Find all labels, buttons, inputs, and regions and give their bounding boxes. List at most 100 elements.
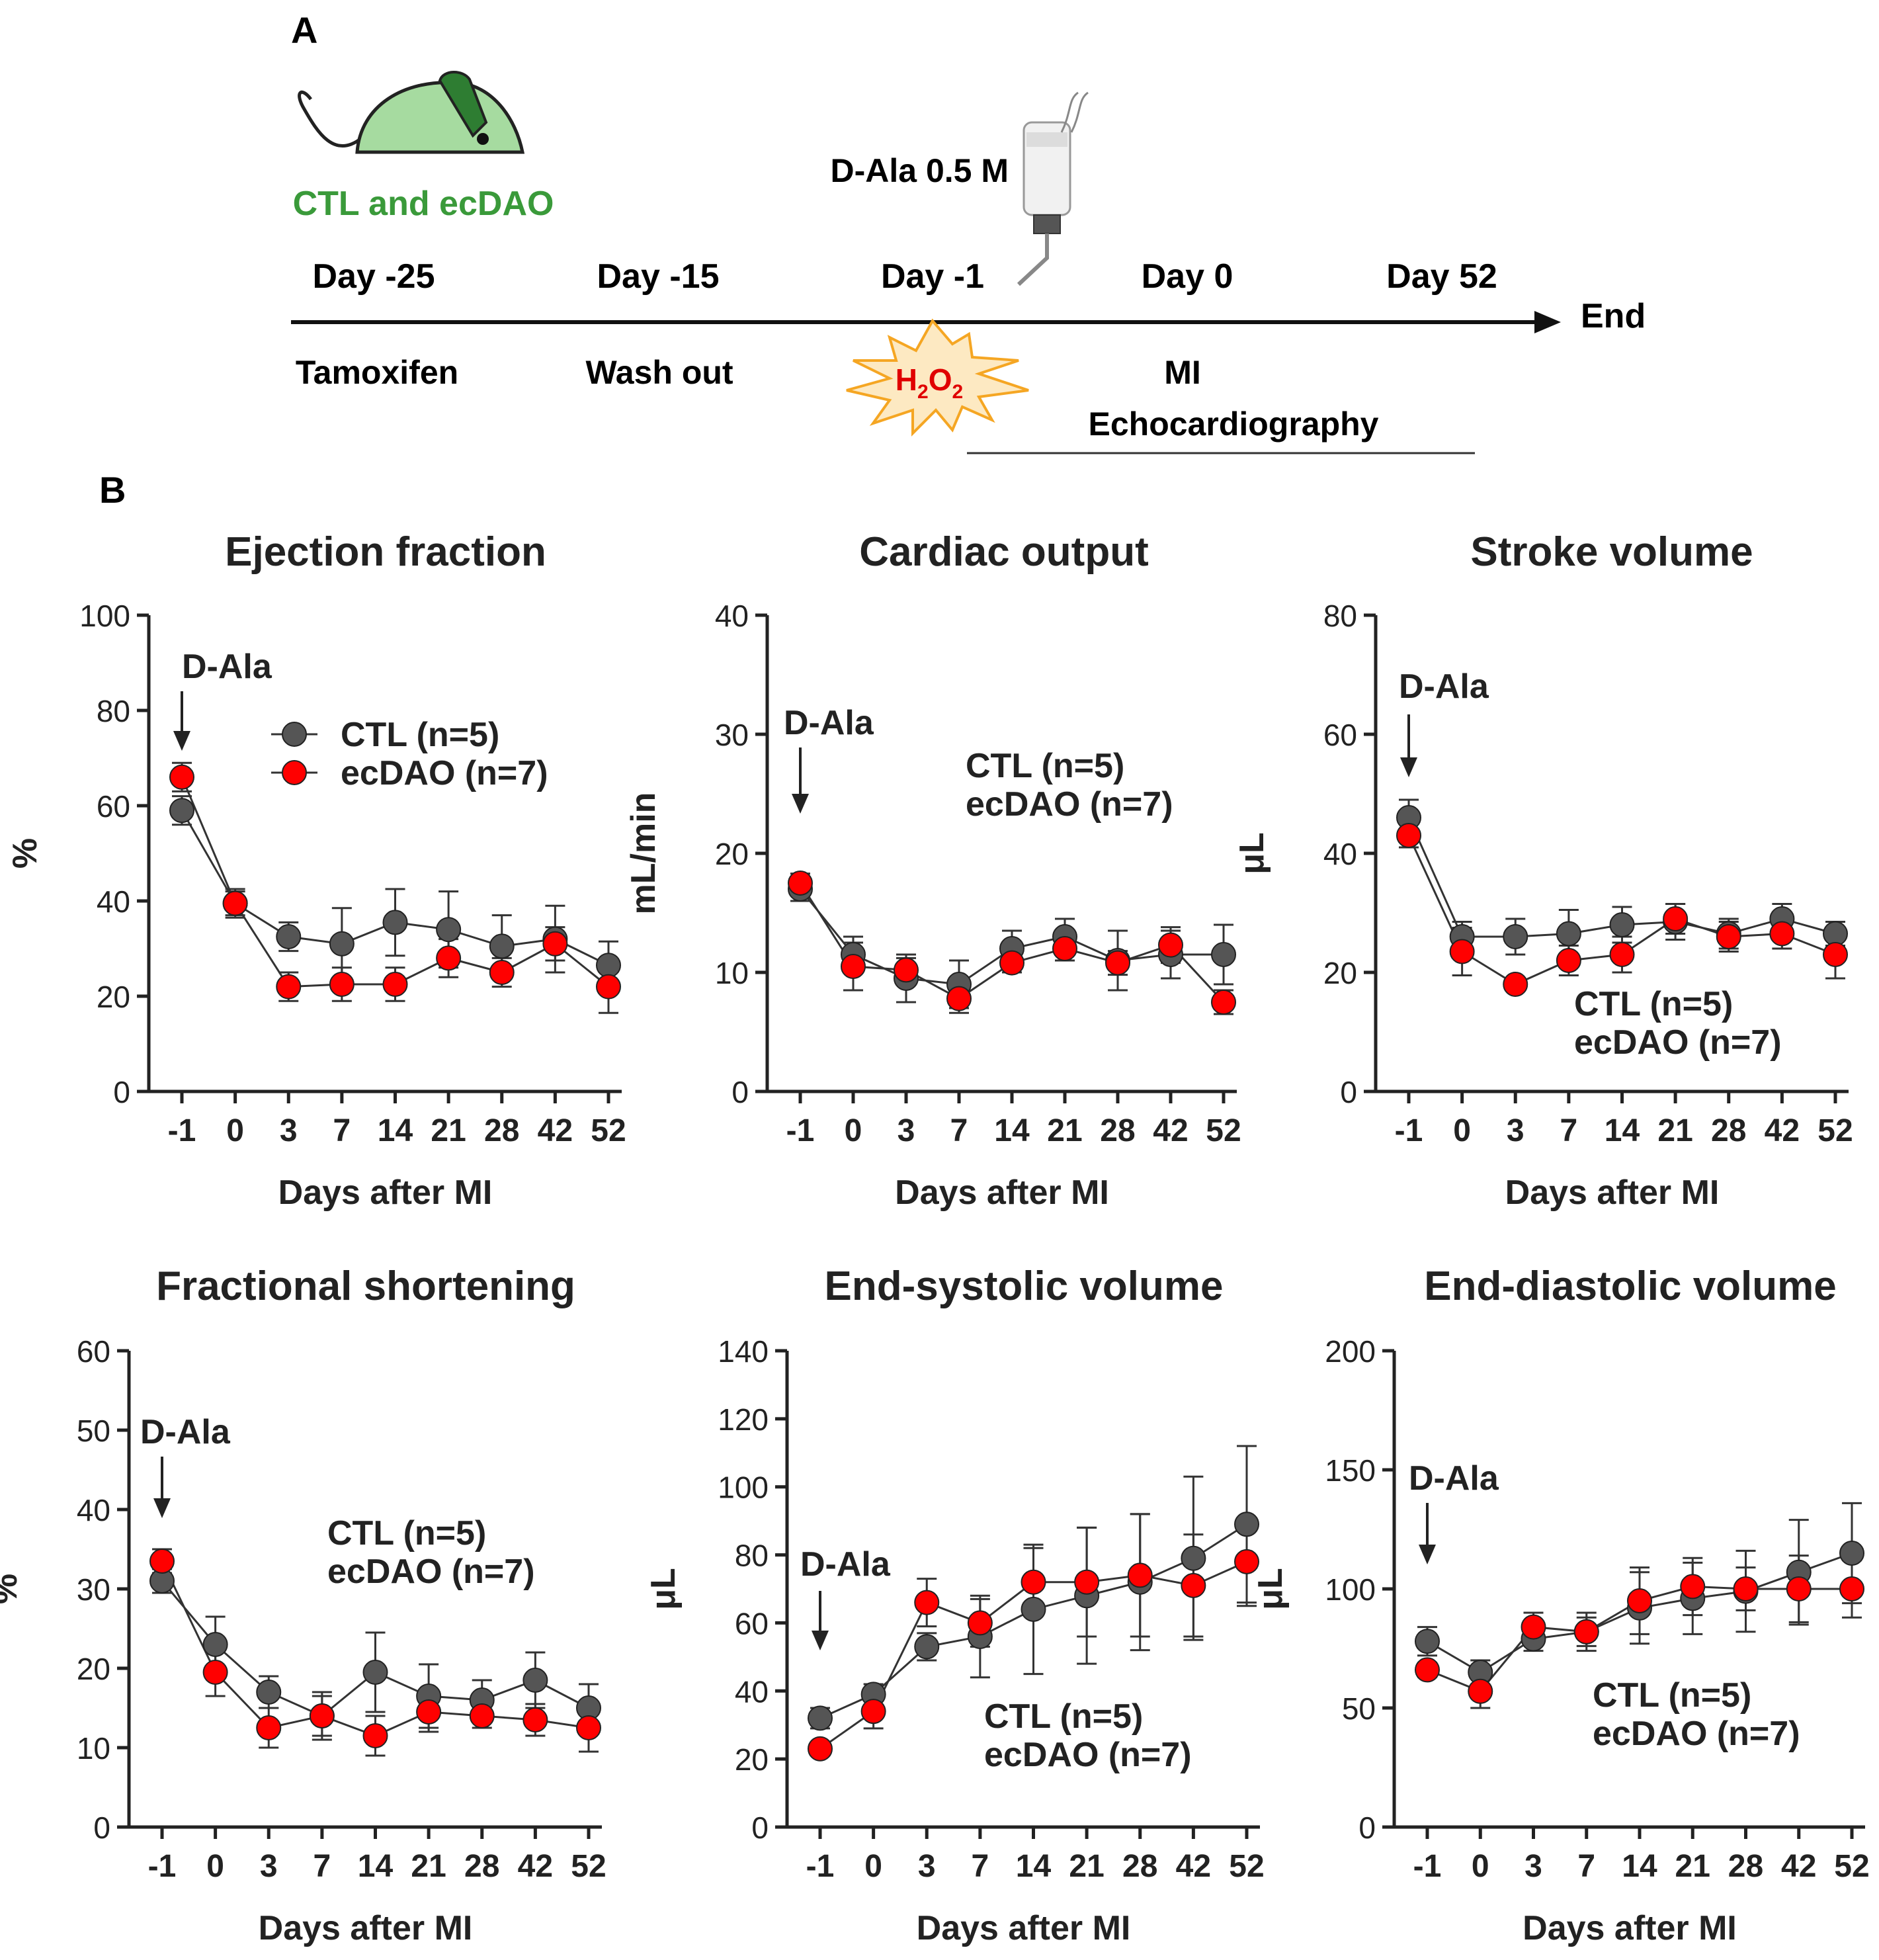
ecdao-point	[576, 1715, 601, 1740]
y-tick-label: 0	[93, 1811, 110, 1845]
ecdao-point	[222, 890, 248, 916]
water-bottle-icon	[1017, 91, 1089, 286]
ctl-point	[329, 931, 355, 957]
legend-label: CTL (n=5)	[966, 747, 1124, 785]
y-tick-label: 20	[1323, 956, 1357, 990]
ecdao-point	[788, 871, 813, 896]
ecdao-point	[1449, 939, 1475, 964]
y-axis-label: mL/min	[624, 792, 663, 915]
ecdao-point	[914, 1590, 940, 1615]
y-tick-label: 40	[715, 599, 749, 633]
event-label: Wash out	[585, 354, 733, 391]
ctl-point	[1556, 921, 1581, 947]
timeline-arrowhead	[1534, 311, 1561, 333]
x-tick-label: 7	[950, 1113, 968, 1148]
y-tick-label: 0	[731, 1075, 749, 1109]
y-tick-label: 40	[1323, 837, 1357, 871]
x-tick-label: 42	[518, 1849, 553, 1884]
d-ala-annotation: D-Ala	[140, 1413, 231, 1451]
x-tick-label: 28	[1100, 1113, 1135, 1148]
ctl-point	[382, 910, 408, 935]
ctl-point	[1839, 1541, 1864, 1566]
ctl-point	[914, 1634, 940, 1660]
x-tick-label: 14	[378, 1113, 413, 1148]
x-tick-label: 0	[845, 1113, 862, 1148]
legend-label: CTL (n=5)	[327, 1514, 486, 1553]
x-tick-label: 52	[1229, 1849, 1264, 1884]
y-tick-label: 100	[718, 1470, 769, 1505]
y-tick-label: 20	[77, 1652, 110, 1686]
mouse-eye	[477, 133, 489, 145]
d-ala-annotation: D-Ala	[182, 648, 272, 686]
h2o2-label: H2O2	[896, 362, 963, 403]
ecdao-point	[169, 764, 194, 790]
y-tick-label: 80	[735, 1539, 769, 1573]
ecdao-point	[1105, 950, 1130, 976]
ecdao-point	[1609, 942, 1635, 967]
chart-ejection-fraction: Ejection fraction 0 20 40 60 80 100% -1 0 3 7 14 21 2…	[6, 529, 626, 1212]
ecdao-point	[1396, 823, 1421, 848]
chart-stroke-volume: Stroke volume 0 20 40 60 80 μL -1 0 3 7 14 21 28 42 52 D…	[1233, 529, 1853, 1212]
x-tick-label: 42	[538, 1113, 573, 1148]
event-label: MI	[1164, 354, 1201, 391]
ctl-point	[256, 1680, 282, 1705]
x-tick-label: 3	[1524, 1849, 1542, 1884]
legend-label: CTL (n=5)	[1593, 1676, 1751, 1715]
ctl-point	[596, 953, 621, 978]
panel-a: A CTL and ecDAO D-Ala 0.5 M Day -25 Day …	[291, 9, 1646, 454]
x-tick-label: 0	[1453, 1113, 1471, 1148]
ecdao-point	[1521, 1614, 1546, 1640]
ecdao-point	[1627, 1588, 1652, 1613]
ecdao-point	[1415, 1657, 1440, 1683]
y-tick-label: 60	[1323, 718, 1357, 752]
d-ala-arrowhead	[1400, 757, 1417, 777]
ecdao-point	[1680, 1574, 1706, 1599]
y-tick-label: 10	[77, 1731, 110, 1766]
ecdao-point	[1733, 1576, 1759, 1601]
x-tick-label: 3	[1507, 1113, 1524, 1148]
ecdao-point	[329, 972, 355, 997]
ecdao-point	[149, 1549, 175, 1574]
ctl-point	[362, 1660, 388, 1685]
ecdao-point	[1556, 948, 1581, 973]
y-axis-label: %	[6, 838, 44, 869]
x-tick-label: 21	[411, 1849, 446, 1884]
y-tick-label: 20	[735, 1742, 769, 1777]
x-axis-label: Days after MI	[1523, 1909, 1737, 1947]
x-tick-label: 52	[1206, 1113, 1241, 1148]
ecdao-point	[489, 960, 515, 985]
mouse-tail	[298, 90, 362, 148]
legend-label: ecDAO (n=7)	[341, 754, 548, 792]
day-label: Day -1	[881, 257, 984, 296]
ctl-point	[436, 917, 462, 943]
y-tick-label: 80	[1323, 599, 1357, 633]
y-axis-label: μL	[644, 1568, 683, 1610]
legend-marker	[282, 722, 307, 747]
ecdao-point	[860, 1699, 886, 1725]
y-tick-label: 40	[735, 1674, 769, 1709]
chart-title: Fractional shortening	[156, 1263, 575, 1309]
ecdao-point	[1158, 932, 1183, 958]
y-tick-label: 30	[77, 1572, 110, 1607]
legend-label: CTL (n=5)	[984, 1697, 1143, 1736]
ecdao-point	[946, 986, 972, 1011]
day-label: Day -15	[597, 257, 720, 296]
y-tick-label: 60	[97, 789, 130, 824]
day-label: Day 0	[1142, 257, 1233, 296]
ecdao-point	[1823, 942, 1848, 967]
chart-title: Cardiac output	[859, 529, 1148, 575]
ctl-point	[1415, 1629, 1440, 1654]
x-tick-label: 28	[484, 1113, 519, 1148]
mouse-label: CTL and ecDAO	[293, 185, 554, 223]
x-tick-label: 0	[864, 1849, 882, 1884]
y-tick-label: 80	[97, 694, 130, 728]
x-tick-label: 42	[1765, 1113, 1800, 1148]
legend-label: CTL (n=5)	[1574, 985, 1733, 1023]
h2o2-burst-icon	[846, 318, 1029, 437]
x-tick-label: -1	[1413, 1849, 1442, 1884]
y-tick-label: 0	[1340, 1075, 1357, 1109]
x-tick-label: 52	[1834, 1849, 1869, 1884]
ctl-point	[1234, 1512, 1259, 1537]
ctl-point	[202, 1632, 228, 1657]
